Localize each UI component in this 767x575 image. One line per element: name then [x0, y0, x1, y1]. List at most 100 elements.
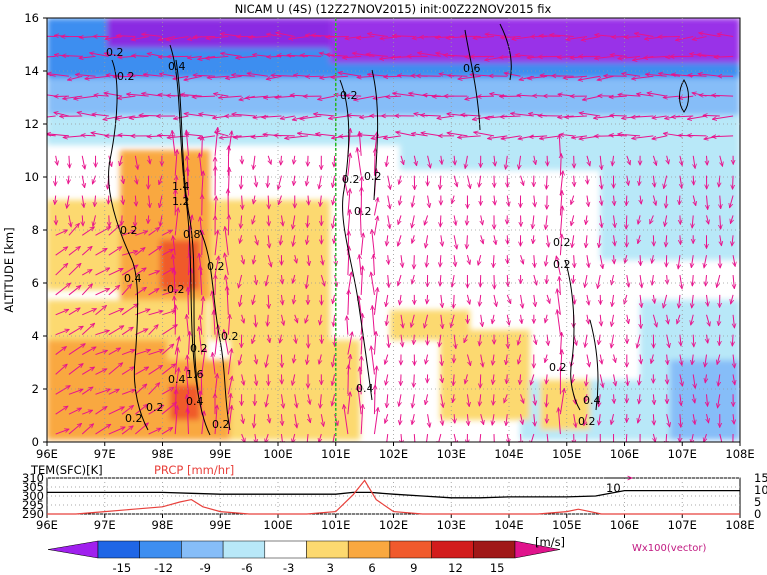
wind-vector [559, 171, 563, 196]
wind-vector [280, 235, 281, 245]
wind-vector [135, 231, 147, 236]
wind-vector [680, 274, 682, 289]
wind-vector [479, 175, 481, 188]
wind-vector [242, 155, 243, 164]
wind-vector [108, 388, 120, 395]
wind-vector [653, 433, 655, 442]
contour-line [108, 59, 149, 431]
wind-vector [443, 55, 468, 56]
wind-vector [108, 195, 109, 205]
y-tick-label: 12 [24, 117, 39, 131]
wind-vector [401, 434, 402, 442]
wind-vector [108, 326, 124, 336]
wind-vector [361, 266, 362, 295]
wind-vector [506, 374, 507, 383]
wind-vector [600, 215, 602, 227]
wind-vector [693, 195, 696, 206]
surface-panel: TEM(SFC)[K] PRCP [mm/hr] 96E 97E 98E 99E 100… [22, 463, 767, 532]
wind-vector [135, 404, 147, 415]
wind-vector [680, 354, 682, 366]
wind-vector [159, 175, 162, 185]
wind-vector [438, 433, 442, 442]
wind-vector [534, 255, 535, 267]
wind-vector [534, 274, 537, 285]
wind-vector [47, 55, 56, 58]
wind-vector [421, 133, 441, 137]
wind-vector [311, 35, 335, 36]
wind-vector [653, 294, 654, 303]
wind-vector [308, 394, 310, 404]
wind-vector [666, 434, 667, 442]
wind-vector [481, 314, 483, 327]
contour-label: 0.4 [356, 382, 374, 395]
wind-vector [441, 294, 443, 308]
wind-vector [692, 354, 693, 365]
y-tick-label: 2 [32, 382, 39, 396]
wind-vector [241, 175, 242, 189]
wind-vector [253, 155, 255, 170]
wind-vector [717, 274, 721, 287]
contour-line [169, 44, 211, 436]
wind-vector [595, 35, 614, 37]
temperature-line [47, 489, 740, 499]
wind-vector [255, 354, 257, 364]
wind-vector [586, 374, 587, 386]
wind-vector [173, 236, 176, 256]
wind-vector [121, 231, 135, 236]
wind-vector [546, 374, 547, 384]
wind-vector [95, 248, 108, 256]
wind-vector [241, 433, 245, 442]
wind-vector [108, 267, 123, 276]
wind-vector [427, 155, 431, 168]
wind-vector [719, 175, 720, 187]
wind-vector [339, 136, 362, 137]
surface-x-tick-label: 103E [437, 518, 466, 532]
x-tick-label: 99E [209, 447, 231, 461]
wind-vector [559, 388, 564, 415]
wind-vector [399, 394, 401, 406]
wind-vector [454, 414, 455, 423]
wind-vector [494, 155, 495, 166]
wind-vector [546, 255, 548, 266]
wind-vector [135, 328, 148, 336]
contour-label: 0.2 [146, 401, 164, 414]
wind-vector [255, 235, 258, 245]
wind-vector [679, 294, 680, 308]
wind-vector [639, 394, 640, 403]
wind-vector [135, 423, 148, 435]
precipitation-tick-label: 5 [754, 495, 761, 509]
wind-vector [202, 297, 204, 315]
wind-vector [652, 155, 656, 166]
wind-vector [610, 55, 627, 57]
wind-vector [733, 314, 734, 328]
wind-vector [109, 215, 110, 226]
wind-vector [547, 235, 549, 247]
colorbar-segment [389, 540, 432, 559]
wind-vector [693, 414, 695, 424]
wind-vector [55, 347, 67, 355]
wind-vector [401, 314, 403, 328]
surface-x-tick-label: 106E [610, 518, 639, 532]
wind-vector [55, 429, 69, 435]
wind-vector [159, 74, 176, 77]
wind-vector [717, 354, 720, 365]
wind-vector [307, 354, 308, 365]
contour-line [371, 69, 379, 201]
wind-vector [472, 115, 495, 120]
wind-vector [563, 76, 587, 78]
wind-vector [557, 289, 561, 315]
contour-label: 0.2 [553, 258, 571, 271]
wind-vector [202, 171, 203, 196]
wind-vector [401, 334, 403, 347]
wind-vector [252, 294, 254, 305]
wind-vector [214, 230, 218, 256]
wind-vector [148, 228, 160, 236]
vector-scale-note: Wx100(vector) [632, 543, 707, 554]
wind-vector [172, 130, 176, 156]
wind-vector [68, 285, 81, 296]
wind-vector [507, 334, 508, 349]
wind-vector [320, 394, 321, 408]
wind-vector [242, 255, 244, 264]
contour-label: 1.4 [172, 180, 190, 193]
wind-vector [521, 414, 523, 424]
